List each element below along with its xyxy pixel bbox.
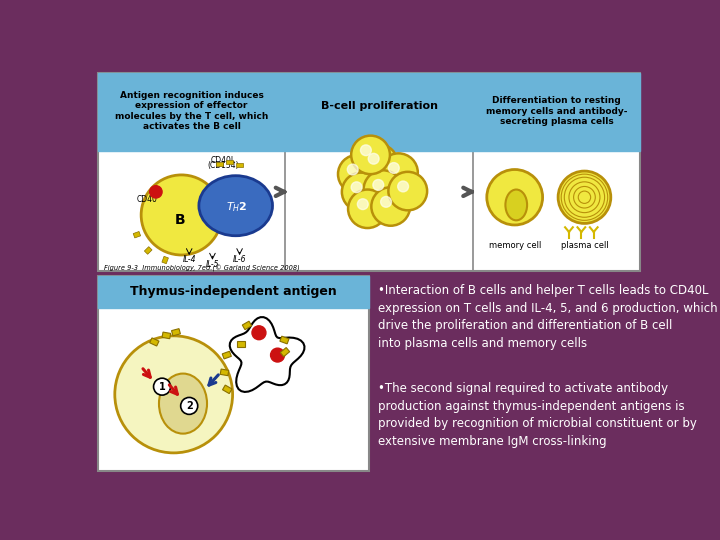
Circle shape	[368, 153, 379, 164]
Circle shape	[361, 145, 372, 156]
Circle shape	[348, 190, 387, 228]
Circle shape	[338, 155, 377, 193]
Circle shape	[114, 336, 233, 453]
Bar	[98, 72, 285, 151]
Text: Figure 9-3  Immunobiology, 7ed.(© Garland Science 2008): Figure 9-3 Immunobiology, 7ed.(© Garland…	[104, 265, 300, 273]
Circle shape	[141, 175, 222, 255]
Bar	[150, 338, 159, 346]
Bar	[236, 163, 243, 167]
Circle shape	[379, 153, 418, 192]
Circle shape	[372, 187, 410, 226]
Text: B-cell proliferation: B-cell proliferation	[320, 100, 438, 111]
Ellipse shape	[199, 176, 272, 236]
Bar	[222, 385, 232, 394]
Bar	[162, 332, 171, 339]
Circle shape	[388, 172, 427, 211]
Text: Antigen recognition induces
expression of effector
molecules by the T cell, whic: Antigen recognition induces expression o…	[114, 91, 269, 131]
Bar	[243, 321, 252, 330]
Bar	[280, 348, 289, 356]
Bar	[285, 72, 473, 151]
Circle shape	[252, 326, 266, 340]
Bar	[280, 336, 289, 344]
Circle shape	[351, 182, 362, 193]
Text: IL-6: IL-6	[233, 255, 246, 264]
Bar	[238, 341, 245, 347]
Circle shape	[381, 197, 392, 207]
Bar	[145, 247, 152, 254]
Bar	[222, 351, 231, 359]
Text: Differentiation to resting
memory cells and antibody-
secreting plasma cells: Differentiation to resting memory cells …	[486, 96, 627, 126]
Circle shape	[347, 164, 358, 175]
Bar	[473, 72, 640, 151]
Circle shape	[153, 378, 171, 395]
Text: Thymus-independent antigen: Thymus-independent antigen	[130, 286, 337, 299]
Ellipse shape	[159, 374, 207, 434]
Circle shape	[271, 348, 284, 362]
Text: $T_{H}$2: $T_{H}$2	[226, 200, 248, 214]
Bar	[216, 162, 222, 166]
Ellipse shape	[505, 190, 527, 220]
Text: 2: 2	[186, 401, 192, 411]
Circle shape	[397, 181, 408, 192]
Text: •The second signal required to activate antibody
production against thymus-indep: •The second signal required to activate …	[378, 382, 697, 448]
Circle shape	[181, 397, 198, 414]
Circle shape	[150, 186, 162, 198]
Text: B: B	[174, 213, 185, 227]
Text: CD40L: CD40L	[211, 156, 236, 165]
Circle shape	[364, 170, 402, 209]
Bar	[98, 276, 369, 308]
FancyBboxPatch shape	[98, 276, 369, 471]
Circle shape	[388, 163, 399, 173]
Bar	[226, 159, 233, 164]
Bar	[162, 256, 168, 264]
Text: IL-4: IL-4	[182, 255, 196, 264]
Circle shape	[373, 179, 384, 190]
Text: •Interaction of B cells and helper T cells leads to CD40L
expression on T cells : •Interaction of B cells and helper T cel…	[378, 284, 718, 350]
Circle shape	[351, 136, 390, 174]
Bar	[171, 329, 181, 336]
Text: 1: 1	[158, 382, 166, 392]
Bar	[133, 232, 140, 238]
Text: (CD154): (CD154)	[207, 161, 239, 170]
Circle shape	[342, 173, 381, 211]
Bar	[220, 369, 229, 376]
FancyBboxPatch shape	[98, 72, 640, 271]
Text: plasma cell: plasma cell	[561, 241, 608, 250]
Text: CD40: CD40	[137, 195, 158, 204]
Polygon shape	[230, 317, 305, 392]
Circle shape	[357, 199, 368, 210]
Circle shape	[558, 171, 611, 224]
Circle shape	[487, 170, 543, 225]
Text: memory cell: memory cell	[488, 241, 541, 250]
Text: IL-5: IL-5	[206, 260, 219, 268]
Circle shape	[359, 144, 397, 183]
